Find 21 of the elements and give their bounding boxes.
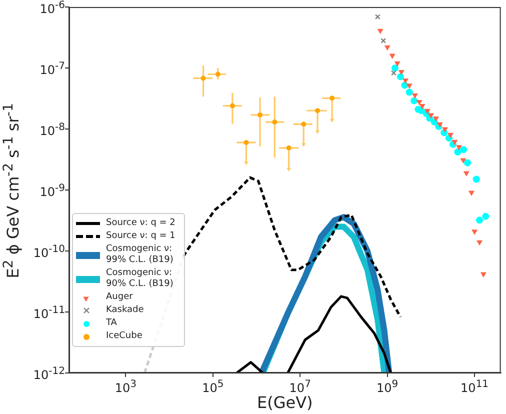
x-tick-label: 10$^{9}$ [376, 379, 400, 395]
x-tick-label: 10$^{11}$ [460, 379, 490, 395]
legend-label: IceCube [106, 331, 142, 342]
legend-label: Auger [106, 292, 133, 303]
legend-label: Kaskade [106, 305, 144, 316]
legend-label: Cosmogenic ν: 99% C.L. (B19) [106, 244, 174, 266]
x-tick-label: 10$^{5}$ [201, 379, 225, 395]
legend-label: Source ν: q = 1 [106, 231, 176, 242]
y-tick-label: 10$^{-10}$ [33, 244, 65, 260]
y-tick-label: 10$^{-8}$ [40, 122, 65, 138]
x-tick-label: 10$^{3}$ [114, 379, 138, 395]
legend-label: TA [106, 318, 117, 329]
x-tick-label: 10$^{7}$ [288, 379, 312, 395]
y-tick-label: 10$^{-7}$ [38, 60, 65, 78]
legend-label: Source ν: q = 2 [106, 218, 176, 229]
y-tick-label: 10$^{-9}$ [40, 183, 65, 199]
y-tick-label: 10$^{-12}$ [32, 365, 65, 383]
legend-label: Cosmogenic ν: 90% C.L. (B19) [106, 268, 174, 290]
y-tick-label: 10$^{-6}$ [38, 0, 65, 17]
x-axis-title: E(GeV) [257, 393, 313, 412]
y-tick-label: 10$^{-11}$ [32, 304, 65, 322]
